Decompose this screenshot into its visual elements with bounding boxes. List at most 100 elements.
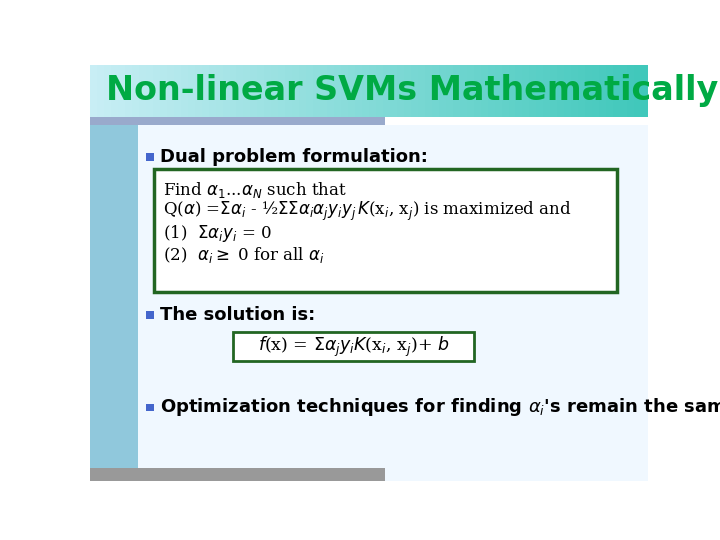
FancyBboxPatch shape [404, 65, 412, 117]
FancyBboxPatch shape [160, 65, 168, 117]
FancyBboxPatch shape [118, 65, 126, 117]
FancyBboxPatch shape [243, 65, 251, 117]
FancyBboxPatch shape [418, 65, 426, 117]
FancyBboxPatch shape [285, 65, 293, 117]
FancyBboxPatch shape [215, 65, 223, 117]
FancyBboxPatch shape [508, 65, 516, 117]
FancyBboxPatch shape [202, 65, 210, 117]
FancyBboxPatch shape [585, 65, 593, 117]
FancyBboxPatch shape [251, 65, 258, 117]
FancyBboxPatch shape [438, 65, 446, 117]
FancyBboxPatch shape [145, 153, 153, 161]
FancyBboxPatch shape [620, 65, 628, 117]
FancyBboxPatch shape [425, 65, 433, 117]
FancyBboxPatch shape [145, 65, 153, 117]
FancyBboxPatch shape [90, 65, 145, 481]
FancyBboxPatch shape [111, 65, 119, 117]
FancyBboxPatch shape [544, 65, 551, 117]
FancyBboxPatch shape [90, 125, 138, 481]
FancyBboxPatch shape [230, 65, 238, 117]
FancyBboxPatch shape [320, 65, 328, 117]
FancyBboxPatch shape [383, 65, 391, 117]
FancyBboxPatch shape [446, 65, 454, 117]
Text: $f$(x) = $\Sigma\alpha_j y_i K$(x$_i$, x$_j$)+ $b$: $f$(x) = $\Sigma\alpha_j y_i K$(x$_i$, x… [258, 334, 449, 359]
FancyBboxPatch shape [348, 65, 356, 117]
FancyBboxPatch shape [495, 65, 503, 117]
FancyBboxPatch shape [139, 65, 147, 117]
FancyBboxPatch shape [90, 117, 384, 125]
FancyBboxPatch shape [90, 468, 384, 481]
FancyBboxPatch shape [376, 65, 384, 117]
FancyBboxPatch shape [153, 168, 617, 292]
FancyBboxPatch shape [104, 65, 112, 117]
FancyBboxPatch shape [355, 65, 363, 117]
FancyBboxPatch shape [132, 65, 140, 117]
Text: Q($\alpha$) =$\Sigma\alpha_i$ - ½$\Sigma\Sigma\alpha_i\alpha_j y_i y_j\,K$(x$_i$: Q($\alpha$) =$\Sigma\alpha_i$ - ½$\Sigma… [163, 200, 572, 224]
FancyBboxPatch shape [341, 65, 349, 117]
FancyBboxPatch shape [145, 311, 153, 319]
FancyBboxPatch shape [362, 65, 370, 117]
Text: Optimization techniques for finding $\alpha_i$'s remain the same!: Optimization techniques for finding $\al… [160, 396, 720, 419]
FancyBboxPatch shape [474, 65, 482, 117]
Text: (1)  $\Sigma\alpha_i y_i$ = 0: (1) $\Sigma\alpha_i y_i$ = 0 [163, 223, 271, 244]
FancyBboxPatch shape [523, 65, 530, 117]
FancyBboxPatch shape [613, 65, 621, 117]
FancyBboxPatch shape [90, 65, 98, 117]
FancyBboxPatch shape [390, 65, 397, 117]
FancyBboxPatch shape [487, 65, 495, 117]
FancyBboxPatch shape [529, 65, 537, 117]
FancyBboxPatch shape [459, 65, 467, 117]
FancyBboxPatch shape [606, 65, 614, 117]
FancyBboxPatch shape [153, 65, 161, 117]
FancyBboxPatch shape [571, 65, 579, 117]
FancyBboxPatch shape [627, 65, 635, 117]
FancyBboxPatch shape [467, 65, 474, 117]
FancyBboxPatch shape [125, 65, 132, 117]
FancyBboxPatch shape [411, 65, 418, 117]
FancyBboxPatch shape [145, 403, 153, 411]
FancyBboxPatch shape [306, 65, 314, 117]
FancyBboxPatch shape [90, 65, 648, 481]
FancyBboxPatch shape [258, 65, 265, 117]
FancyBboxPatch shape [550, 65, 558, 117]
Text: The solution is:: The solution is: [160, 306, 315, 324]
FancyBboxPatch shape [334, 65, 342, 117]
Text: Find $\alpha_1$...$\alpha_N$ such that: Find $\alpha_1$...$\alpha_N$ such that [163, 180, 347, 200]
FancyBboxPatch shape [599, 65, 607, 117]
FancyBboxPatch shape [194, 65, 202, 117]
FancyBboxPatch shape [300, 65, 307, 117]
FancyBboxPatch shape [313, 65, 321, 117]
FancyBboxPatch shape [634, 65, 642, 117]
FancyBboxPatch shape [271, 65, 279, 117]
Text: Non-linear SVMs Mathematically: Non-linear SVMs Mathematically [106, 75, 718, 107]
FancyBboxPatch shape [188, 65, 195, 117]
FancyBboxPatch shape [369, 65, 377, 117]
FancyBboxPatch shape [453, 65, 461, 117]
FancyBboxPatch shape [222, 65, 230, 117]
FancyBboxPatch shape [236, 65, 244, 117]
FancyBboxPatch shape [90, 125, 648, 481]
FancyBboxPatch shape [641, 65, 649, 117]
FancyBboxPatch shape [209, 65, 216, 117]
FancyBboxPatch shape [516, 65, 523, 117]
FancyBboxPatch shape [564, 65, 572, 117]
FancyBboxPatch shape [279, 65, 286, 117]
FancyBboxPatch shape [536, 65, 544, 117]
FancyBboxPatch shape [264, 65, 272, 117]
FancyBboxPatch shape [327, 65, 335, 117]
FancyBboxPatch shape [174, 65, 181, 117]
FancyBboxPatch shape [167, 65, 174, 117]
Text: Dual problem formulation:: Dual problem formulation: [160, 148, 428, 166]
FancyBboxPatch shape [292, 65, 300, 117]
FancyBboxPatch shape [432, 65, 439, 117]
FancyBboxPatch shape [593, 65, 600, 117]
FancyBboxPatch shape [181, 65, 189, 117]
FancyBboxPatch shape [397, 65, 405, 117]
FancyBboxPatch shape [481, 65, 488, 117]
FancyBboxPatch shape [557, 65, 565, 117]
FancyBboxPatch shape [578, 65, 586, 117]
Text: (2)  $\alpha_i \geq$ 0 for all $\alpha_i$: (2) $\alpha_i \geq$ 0 for all $\alpha_i$ [163, 245, 325, 265]
FancyBboxPatch shape [97, 65, 104, 117]
FancyBboxPatch shape [233, 332, 474, 361]
FancyBboxPatch shape [502, 65, 509, 117]
